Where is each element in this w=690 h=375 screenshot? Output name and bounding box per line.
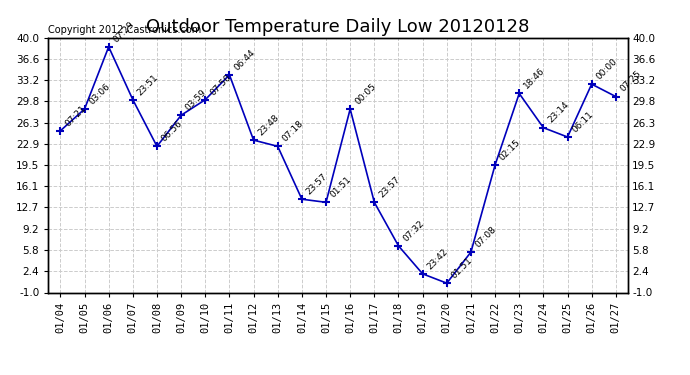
Text: 07:50: 07:50 [208, 72, 233, 97]
Text: 02:15: 02:15 [498, 138, 522, 162]
Text: 03:59: 03:59 [184, 88, 208, 112]
Title: Outdoor Temperature Daily Low 20120128: Outdoor Temperature Daily Low 20120128 [146, 18, 530, 36]
Text: 23:51: 23:51 [136, 72, 160, 97]
Text: Copyright 2012 Castronics.com: Copyright 2012 Castronics.com [48, 25, 201, 35]
Text: 07:25: 07:25 [619, 69, 643, 94]
Text: 03:06: 03:06 [88, 82, 112, 106]
Text: 23:14: 23:14 [546, 100, 571, 125]
Text: 23:57: 23:57 [305, 172, 329, 196]
Text: 23:42: 23:42 [426, 247, 450, 271]
Text: 06:56: 06:56 [160, 119, 184, 144]
Text: 01:51: 01:51 [329, 175, 353, 200]
Text: 07:08: 07:08 [474, 225, 498, 249]
Text: 01:51: 01:51 [450, 256, 474, 280]
Text: 00:00: 00:00 [595, 57, 619, 81]
Text: 23:48: 23:48 [257, 113, 281, 137]
Text: 06:11: 06:11 [571, 110, 595, 134]
Text: 00:05: 00:05 [353, 82, 377, 106]
Text: 07:29: 07:29 [112, 20, 136, 44]
Text: 23:57: 23:57 [377, 175, 402, 200]
Text: 18:46: 18:46 [522, 66, 546, 91]
Text: 06:44: 06:44 [233, 48, 257, 72]
Text: 07:18: 07:18 [281, 119, 305, 144]
Text: 07:21: 07:21 [63, 104, 88, 128]
Text: 07:32: 07:32 [402, 219, 426, 243]
